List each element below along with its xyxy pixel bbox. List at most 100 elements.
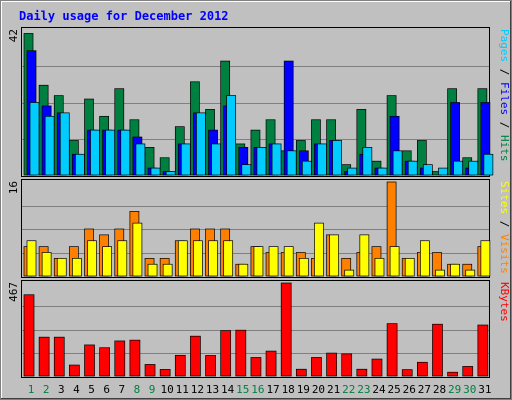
bar-sites-day-5: [87, 240, 97, 277]
panel-hits: 42 Pages / Files / Hits: [7, 27, 511, 177]
bar-pages-day-3: [59, 112, 70, 176]
bar-pages-day-22: [347, 167, 358, 176]
x-tick-label-29: 29: [448, 383, 461, 396]
x-tick-label-31: 31: [478, 383, 491, 396]
bar-sites-day-6: [102, 246, 112, 277]
legend-part-visits-1: /: [498, 214, 511, 234]
bar-pages-day-27: [423, 164, 433, 176]
bar-kbytes-day-24: [371, 358, 383, 377]
bar-kbytes-day-8: [129, 339, 141, 377]
bar-kbytes-day-19: [295, 368, 307, 377]
panel-kbytes: 467 KBytes: [7, 280, 511, 378]
x-tick-label-9: 9: [149, 383, 156, 396]
x-tick-label-8: 8: [134, 383, 141, 396]
bar-kbytes-day-25: [386, 323, 398, 377]
panel-visits: 16 Sites / Visits: [7, 179, 511, 278]
bar-sites-day-2: [41, 252, 52, 277]
bar-pages-day-25: [392, 150, 403, 176]
bar-sites-day-11: [177, 240, 188, 277]
chart-title: Daily usage for December 2012: [19, 9, 229, 23]
bar-sites-day-13: [208, 240, 218, 277]
x-tick-label-26: 26: [403, 383, 416, 396]
x-tick-label-3: 3: [58, 383, 65, 396]
bar-pages-day-20: [317, 143, 327, 176]
bar-pages-day-5: [90, 129, 100, 176]
bar-kbytes-day-21: [326, 352, 337, 377]
bar-kbytes-day-20: [311, 357, 322, 377]
legend-part-visits-0: Sites: [498, 181, 511, 214]
bar-pages-day-29: [453, 160, 463, 176]
bar-sites-day-3: [56, 258, 67, 277]
x-tick-label-4: 4: [73, 383, 80, 396]
x-tick-label-30: 30: [463, 383, 476, 396]
bar-pages-day-4: [75, 153, 85, 176]
bar-pages-day-17: [271, 143, 282, 176]
bar-sites-day-1: [26, 240, 37, 277]
legend-part-hits-1: /: [498, 62, 511, 82]
bar-sites-day-17: [268, 246, 279, 277]
bar-kbytes-day-27: [417, 361, 428, 377]
axis-legend-hits: Pages / Files / Hits: [498, 29, 511, 162]
bar-sites-day-19: [298, 258, 309, 277]
bar-kbytes-day-17: [265, 350, 277, 377]
bar-kbytes-day-23: [356, 368, 368, 377]
bar-pages-day-21: [332, 140, 342, 176]
bar-pages-day-10: [165, 171, 176, 176]
bar-pages-day-19: [301, 160, 312, 176]
bar-pages-day-30: [468, 160, 479, 176]
axis-legend-kbytes: KBytes: [498, 282, 511, 322]
bar-sites-day-9: [147, 263, 158, 277]
bar-pages-day-28: [438, 167, 448, 176]
x-tick-label-1: 1: [28, 383, 35, 396]
bar-kbytes-day-11: [174, 354, 186, 377]
bar-kbytes-day-15: [235, 329, 247, 377]
bar-sites-day-25: [389, 246, 400, 277]
bar-kbytes-day-22: [341, 353, 353, 377]
bar-kbytes-day-6: [99, 347, 110, 377]
x-tick-label-22: 22: [342, 383, 355, 396]
x-tick-label-28: 28: [433, 383, 446, 396]
legend-part-visits-2: Visits: [498, 234, 511, 274]
bar-sites-day-29: [450, 263, 460, 277]
bar-pages-day-1: [29, 102, 40, 176]
x-tick-label-20: 20: [312, 383, 325, 396]
bar-sites-day-10: [162, 263, 173, 277]
x-tick-label-7: 7: [118, 383, 125, 396]
bar-kbytes-day-10: [159, 369, 171, 377]
bar-pages-day-2: [44, 115, 55, 176]
ymax-label-kbytes: 467: [7, 282, 20, 302]
bar-sites-day-7: [117, 240, 128, 277]
legend-part-hits-0: Pages: [498, 29, 511, 62]
bar-sites-day-26: [404, 258, 415, 277]
bar-pages-day-18: [286, 150, 297, 176]
bar-sites-day-22: [344, 269, 355, 277]
legend-part-hits-4: Hits: [498, 135, 511, 162]
bar-sites-day-8: [132, 222, 143, 277]
bar-sites-day-16: [253, 246, 264, 277]
bar-sites-day-31: [480, 240, 491, 277]
x-tick-label-2: 2: [43, 383, 50, 396]
x-tick-label-12: 12: [191, 383, 204, 396]
legend-part-hits-3: /: [498, 115, 511, 135]
bar-kbytes-day-4: [69, 364, 80, 377]
bar-kbytes-day-5: [84, 344, 95, 377]
bar-sites-day-30: [465, 269, 476, 277]
bar-pages-day-12: [196, 112, 206, 176]
x-tick-label-13: 13: [206, 383, 219, 396]
bar-kbytes-day-29: [447, 371, 458, 377]
bar-pages-day-15: [241, 164, 252, 176]
bar-pages-day-13: [211, 143, 221, 176]
bar-pages-day-7: [120, 129, 131, 176]
bar-sites-day-12: [193, 240, 203, 277]
x-tick-label-21: 21: [327, 383, 340, 396]
legend-part-hits-2: Files: [498, 82, 511, 115]
bar-kbytes-day-1: [23, 294, 35, 377]
bar-kbytes-day-2: [38, 336, 50, 377]
x-tick-label-25: 25: [387, 383, 400, 396]
bar-sites-day-21: [329, 234, 339, 277]
bar-pages-day-31: [483, 153, 494, 176]
legend-part-kbytes-0: KBytes: [498, 282, 511, 322]
x-tick-label-11: 11: [176, 383, 189, 396]
bar-kbytes-day-13: [205, 355, 216, 377]
